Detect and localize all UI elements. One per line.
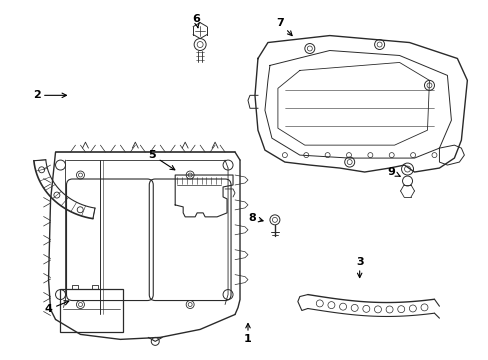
Text: 1: 1 — [244, 324, 251, 345]
Text: 7: 7 — [275, 18, 291, 36]
Text: 4: 4 — [44, 301, 69, 315]
Text: 9: 9 — [387, 167, 399, 177]
Text: 2: 2 — [33, 90, 66, 100]
Text: 8: 8 — [247, 213, 263, 223]
Text: 5: 5 — [148, 150, 175, 170]
Text: 3: 3 — [355, 257, 363, 278]
Text: 6: 6 — [192, 14, 200, 28]
